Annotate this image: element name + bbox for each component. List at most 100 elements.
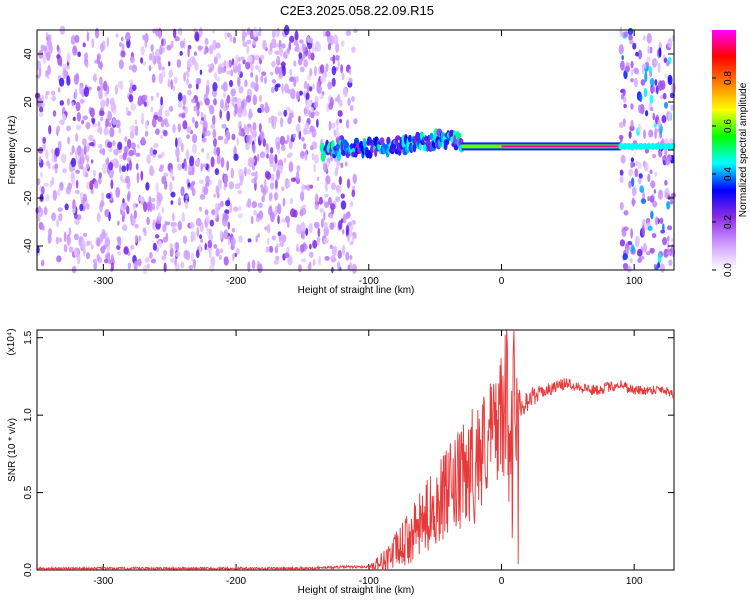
spectrogram-cell (658, 150, 662, 158)
spectrogram-cell (274, 179, 278, 189)
spectrogram-cell (642, 218, 646, 226)
x-tick-label: -200 (226, 576, 246, 587)
spectrogram-cell (235, 54, 239, 65)
spectrogram-cell (168, 61, 171, 67)
spectrogram-cell (100, 42, 104, 53)
spectrogram-cell (334, 97, 338, 102)
spectrogram-cell (62, 68, 67, 80)
spectrogram-cell (309, 125, 315, 133)
spectrogram-cell (140, 170, 144, 181)
spectrogram-cell (283, 109, 288, 117)
spectrogram-cell (203, 50, 207, 55)
spectrogram-cell (63, 231, 67, 243)
spectrogram-cell (144, 120, 148, 131)
spectrogram-cell (48, 43, 53, 55)
spectrogram-cell (300, 244, 305, 253)
spectrogram-cell (668, 111, 672, 122)
spectrogram-cell (257, 107, 263, 114)
spectrogram-cell (266, 153, 269, 159)
spectrogram-cell (213, 146, 218, 156)
spectrogram-cell (212, 39, 217, 51)
spectrogram-cell (51, 212, 57, 222)
spectrogram-cell (255, 74, 259, 84)
spectrogram-cell (316, 118, 319, 128)
spectrogram-cell (196, 226, 200, 238)
spectrogram-cell (338, 99, 343, 108)
spectrogram-cell (169, 247, 174, 258)
spectrogram-cell (625, 246, 630, 256)
spectrogram-cell (177, 163, 183, 171)
spectrogram-cell (288, 152, 293, 157)
spectrogram-cell (134, 234, 138, 244)
spectrogram-cell (187, 83, 193, 89)
spectrogram-cell (340, 64, 344, 74)
spectrogram-cell (148, 196, 152, 205)
spectrogram-cell (331, 182, 336, 191)
spectrogram-cell (271, 29, 276, 39)
spectrogram-cell (309, 145, 314, 151)
spectrogram-cell (634, 68, 639, 75)
spectrogram-cell (657, 119, 661, 130)
spectrogram-cell (185, 149, 190, 160)
spectrogram-cell (256, 153, 260, 162)
spectrogram-cell (75, 148, 78, 160)
spectrogram-cell (143, 228, 147, 234)
spectrogram-cell (228, 181, 235, 190)
spectrogram-cell (633, 77, 638, 88)
spectrogram-cell (333, 129, 337, 137)
snr-xlabel: Height of straight line (km) (298, 585, 415, 596)
spectrogram-cell (42, 136, 47, 144)
spectrogram-cell (263, 179, 267, 190)
spectrogram-cell (345, 251, 350, 261)
spectrogram-cell (48, 228, 52, 237)
spectrogram-cell (219, 98, 224, 109)
spectrogram-cell (192, 164, 195, 175)
spectrogram-cell (650, 180, 656, 189)
spectrogram-cell (66, 65, 71, 70)
spectrogram-cell (621, 55, 624, 60)
spectrogram-cell (345, 30, 352, 36)
spectrogram-cell (73, 74, 79, 85)
spectrogram-cell (170, 200, 174, 205)
spectrogram-cell (206, 79, 210, 86)
spectrogram-cell (317, 227, 321, 238)
spectrogram-cell (261, 195, 265, 203)
spectrogram-cell (318, 255, 322, 266)
spectrogram-cell (294, 30, 299, 41)
spectrogram-cell (79, 203, 84, 212)
spectrogram-cell (205, 214, 210, 224)
spectrogram-cell (251, 130, 258, 138)
spectrogram-cell (211, 209, 216, 216)
spectrogram-cell (150, 44, 154, 52)
spectrogram-cell (213, 243, 218, 249)
spectrogram-cell (645, 251, 651, 256)
spectrogram-cell (66, 75, 71, 86)
spectrogram-cell (75, 169, 81, 174)
spectrogram-cell (303, 59, 309, 68)
spectrogram-cell (168, 69, 173, 78)
snr-panel: -300 -200 -100 0 100 0.0 0.5 1.0 1.5 Height of s… (6, 328, 675, 596)
spectrogram-cell (142, 94, 148, 101)
spectrogram-cell (654, 216, 659, 226)
spectrogram-cell (250, 125, 253, 134)
spectrogram-cell (172, 28, 177, 39)
spectrogram-cell (76, 112, 82, 122)
spectrogram-cell (82, 42, 86, 48)
spectrogram-cell (329, 214, 333, 219)
spectrogram-cell (648, 65, 652, 74)
spectrogram-cell (274, 50, 280, 55)
spectrogram-cell (280, 144, 286, 152)
spectrogram-cell (298, 52, 303, 60)
spectrogram-cell (284, 252, 290, 259)
spectrogram-cell (331, 65, 337, 76)
spectrogram-cell (265, 171, 272, 180)
spectrogram-cell (348, 77, 353, 84)
spectrogram-cell (145, 181, 150, 191)
spectrogram-cell (160, 134, 164, 140)
spectrogram-cell (618, 121, 624, 129)
spectrogram-cell (665, 156, 671, 166)
spectrogram-cell (245, 142, 250, 151)
spectrogram-cell (74, 220, 79, 225)
spectrogram-cell (140, 57, 143, 64)
spectrogram-cell (341, 72, 345, 81)
